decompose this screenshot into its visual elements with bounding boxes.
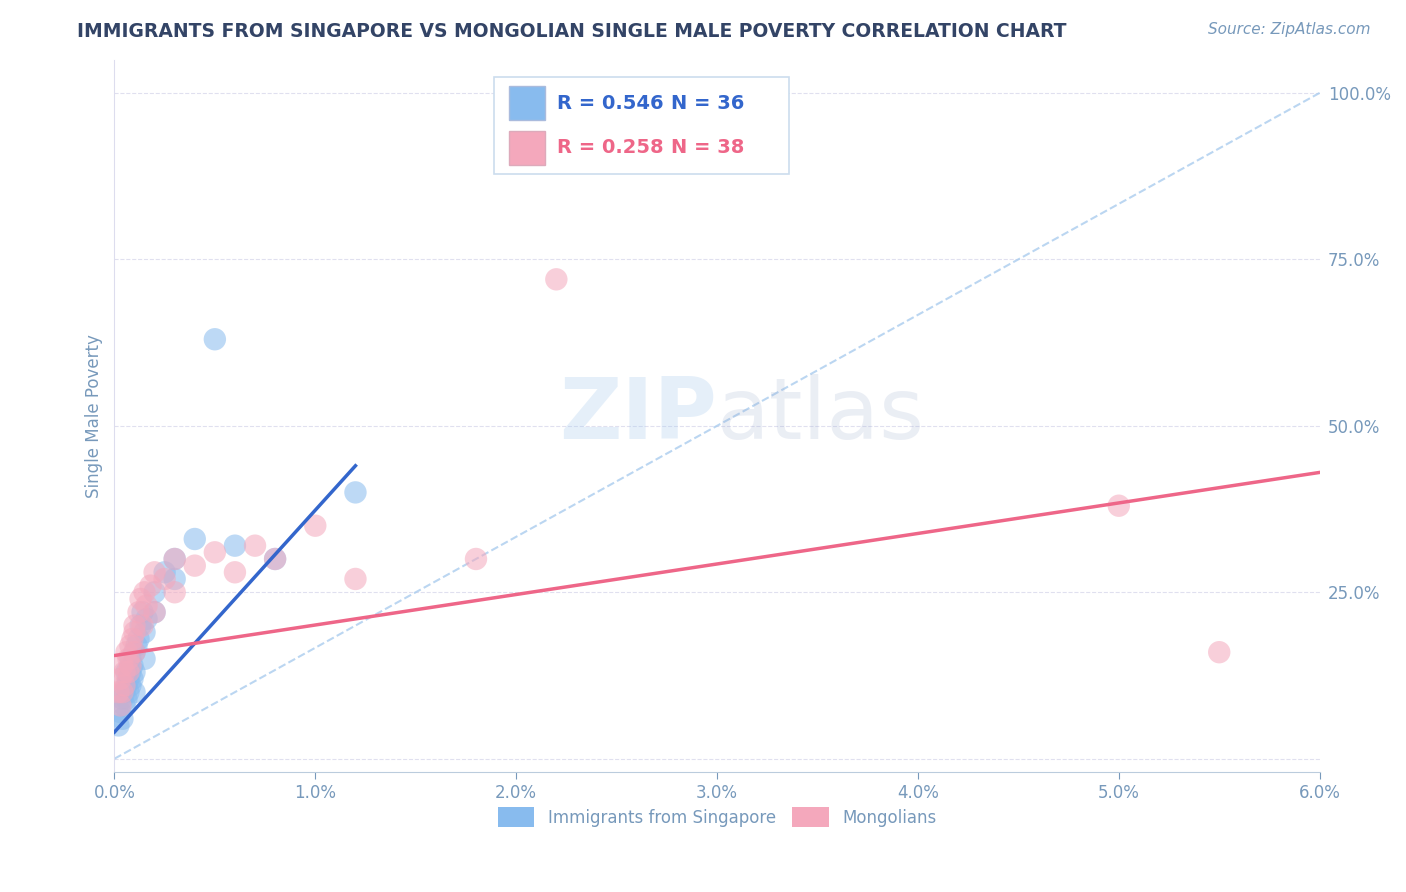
FancyBboxPatch shape: [509, 131, 544, 165]
Point: [1108, 499, 1130, 513]
Point: [125, 639, 148, 653]
Point: [304, 518, 326, 533]
FancyBboxPatch shape: [509, 86, 544, 120]
Point: [134, 652, 156, 666]
Point: [124, 625, 146, 640]
Point: [110, 705, 132, 719]
Point: [115, 691, 138, 706]
Point: [111, 685, 134, 699]
Point: [121, 632, 143, 646]
Point: [143, 566, 166, 580]
Point: [264, 552, 287, 566]
Point: [124, 685, 146, 699]
Text: atlas: atlas: [717, 375, 925, 458]
Point: [124, 618, 146, 632]
Point: [115, 665, 138, 680]
Point: [114, 685, 136, 699]
Point: [134, 625, 156, 640]
Point: [114, 665, 136, 680]
Point: [117, 672, 139, 686]
Point: [128, 632, 150, 646]
Point: [131, 618, 153, 632]
Point: [117, 685, 139, 699]
Point: [344, 572, 367, 586]
Text: ZIP: ZIP: [560, 375, 717, 458]
Point: [124, 645, 146, 659]
Point: [124, 645, 146, 659]
Point: [121, 658, 143, 673]
Point: [120, 652, 142, 666]
Point: [111, 691, 134, 706]
Point: [163, 552, 186, 566]
Point: [115, 678, 138, 692]
Point: [117, 665, 139, 680]
Point: [465, 552, 488, 566]
Text: N = 36: N = 36: [671, 94, 745, 112]
Point: [224, 566, 246, 580]
Point: [153, 572, 176, 586]
Text: Source: ZipAtlas.com: Source: ZipAtlas.com: [1208, 22, 1371, 37]
Point: [129, 591, 152, 606]
Text: R = 0.546: R = 0.546: [557, 94, 664, 112]
Point: [184, 558, 207, 573]
Point: [111, 658, 134, 673]
Point: [120, 678, 142, 692]
Point: [120, 658, 142, 673]
Point: [224, 539, 246, 553]
Text: N = 38: N = 38: [671, 138, 745, 158]
Point: [107, 718, 129, 732]
Point: [121, 672, 143, 686]
Point: [111, 712, 134, 726]
Point: [163, 585, 186, 599]
Point: [264, 552, 287, 566]
Point: [344, 485, 367, 500]
Point: [153, 566, 176, 580]
Point: [204, 332, 226, 346]
Point: [139, 579, 162, 593]
Point: [184, 532, 207, 546]
Point: [204, 545, 226, 559]
Point: [143, 605, 166, 619]
Text: R = 0.258: R = 0.258: [557, 138, 664, 158]
Point: [128, 605, 150, 619]
Point: [135, 599, 157, 613]
Point: [143, 605, 166, 619]
Point: [124, 665, 146, 680]
Y-axis label: Single Male Poverty: Single Male Poverty: [86, 334, 103, 498]
Point: [1208, 645, 1230, 659]
Point: [129, 618, 152, 632]
Point: [163, 552, 186, 566]
Point: [117, 652, 139, 666]
Point: [134, 585, 156, 599]
Point: [110, 672, 132, 686]
Point: [135, 612, 157, 626]
Point: [110, 698, 132, 713]
FancyBboxPatch shape: [494, 78, 789, 174]
Point: [120, 665, 142, 680]
Point: [243, 539, 266, 553]
Point: [546, 272, 568, 286]
Legend: Immigrants from Singapore, Mongolians: Immigrants from Singapore, Mongolians: [489, 799, 945, 835]
Point: [131, 605, 153, 619]
Point: [143, 585, 166, 599]
Text: IMMIGRANTS FROM SINGAPORE VS MONGOLIAN SINGLE MALE POVERTY CORRELATION CHART: IMMIGRANTS FROM SINGAPORE VS MONGOLIAN S…: [77, 22, 1067, 41]
Point: [107, 685, 129, 699]
Point: [163, 572, 186, 586]
Point: [120, 639, 142, 653]
Point: [114, 678, 136, 692]
Point: [115, 645, 138, 659]
Point: [114, 698, 136, 713]
